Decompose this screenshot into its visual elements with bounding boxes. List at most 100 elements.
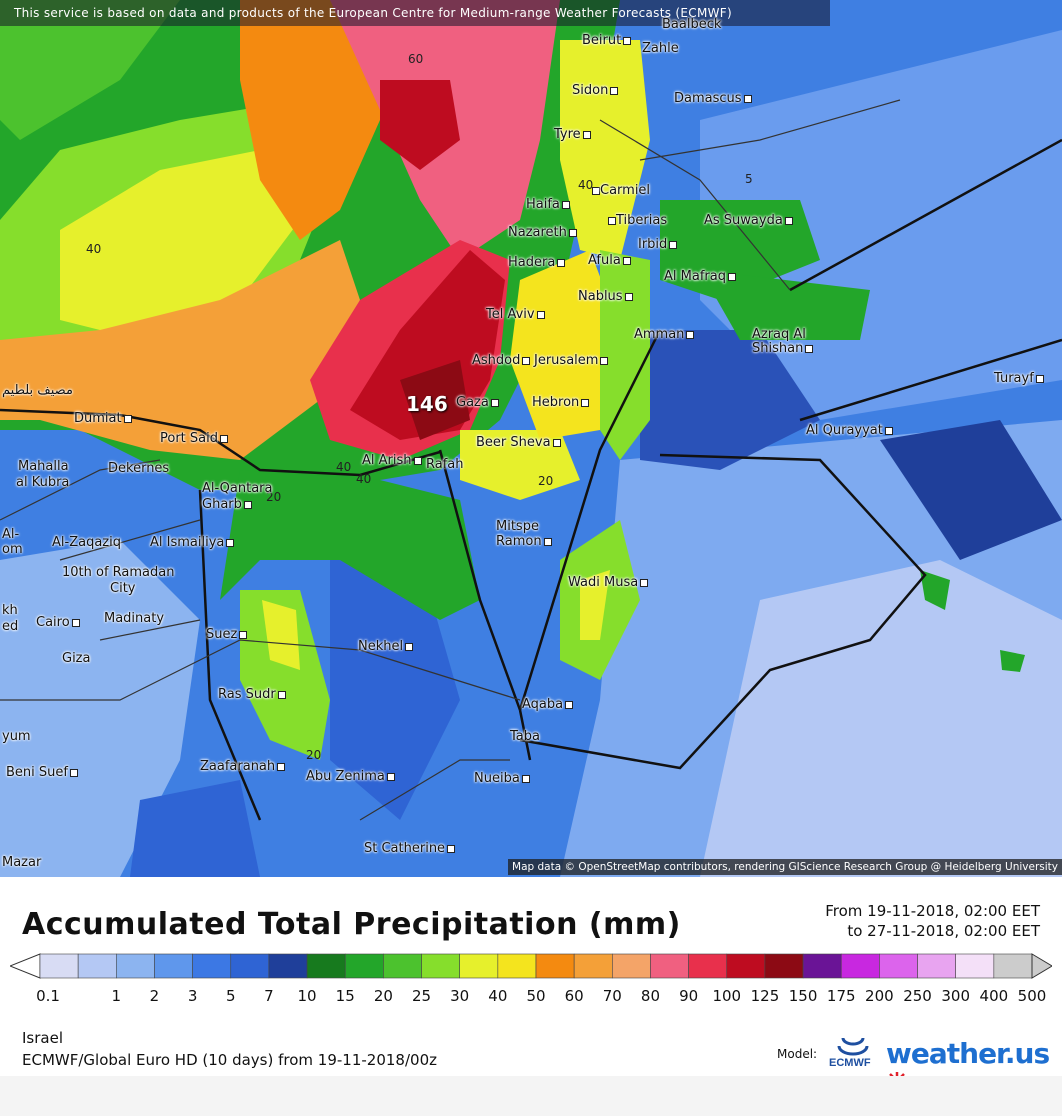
scale-tick-label: 200 <box>865 987 894 1005</box>
city-label[interactable]: Nazareth <box>508 226 577 240</box>
city-label[interactable]: Beer Sheva <box>476 436 561 450</box>
city-label[interactable]: Mahalla <box>18 459 69 474</box>
city-label[interactable]: St Catherine <box>364 842 456 856</box>
city-label[interactable]: Al Qurayyat <box>806 424 893 438</box>
city-label[interactable]: Dumiat <box>74 412 132 426</box>
scale-tick-label: 60 <box>564 987 584 1005</box>
map-attribution[interactable]: Map data © OpenStreetMap contributors, r… <box>508 859 1062 875</box>
city-label[interactable]: Carmiel <box>590 184 650 198</box>
page-footer <box>0 1076 1062 1116</box>
scale-tick-label: 0.1 <box>36 987 60 1005</box>
city-label[interactable]: Cairo <box>36 616 80 630</box>
city-label[interactable]: Wadi Musa <box>568 576 649 590</box>
city-label[interactable]: Mazar <box>2 855 42 870</box>
city-label[interactable]: Beni Suef <box>6 766 78 780</box>
city-label[interactable]: مصيف بلطيم <box>2 383 73 398</box>
scale-tick-label: 400 <box>979 987 1009 1005</box>
city-label[interactable]: Suez <box>206 628 248 642</box>
city-label[interactable]: Al Ismailiya <box>150 536 235 550</box>
color-scale-bar <box>10 953 1052 979</box>
city-label[interactable]: Al Arish <box>362 454 422 468</box>
contour-label: 40 <box>356 472 372 486</box>
ecmwf-logo-icon: ECMWF <box>829 1037 871 1069</box>
city-label[interactable]: Irbid <box>638 238 678 252</box>
city-label[interactable]: Baalbeck <box>662 17 722 32</box>
city-label[interactable]: Aqaba <box>522 698 574 712</box>
city-label[interactable]: Damascus <box>674 92 752 106</box>
city-label[interactable]: Gaza <box>456 396 499 410</box>
scale-tick-label: 25 <box>411 987 432 1005</box>
city-label[interactable]: kh <box>2 603 18 618</box>
contour-label: 60 <box>408 52 424 66</box>
scale-swatch <box>39 953 79 979</box>
city-label[interactable]: Tiberias <box>606 214 667 228</box>
city-label[interactable]: Al-Qantara <box>202 481 273 496</box>
city-label[interactable]: Giza <box>62 651 91 666</box>
contour-label: 40 <box>578 178 594 192</box>
precipitation-map[interactable]: This service is based on data and produc… <box>0 0 1062 877</box>
contour-label: 40 <box>336 460 352 474</box>
city-label[interactable]: Rafah <box>426 457 464 472</box>
scale-swatch <box>154 953 193 979</box>
city-label[interactable]: Zaafaranah <box>200 760 286 774</box>
city-label[interactable]: City <box>110 581 136 596</box>
city-label[interactable]: Madinaty <box>104 611 165 626</box>
scale-swatch <box>764 953 804 979</box>
forecast-period: From 19-11-2018, 02:00 EET to 27-11-2018… <box>825 901 1040 941</box>
city-label[interactable]: As Suwayda <box>704 214 793 228</box>
city-label[interactable]: Sidon <box>572 84 619 98</box>
city-label[interactable]: Afula <box>588 254 631 268</box>
scale-tick-label: 10 <box>297 987 317 1005</box>
city-label[interactable]: Hadera <box>508 256 566 270</box>
city-label[interactable]: Nablus <box>578 290 633 304</box>
city-label[interactable]: Dekernes <box>108 461 170 476</box>
city-label[interactable]: Ras Sudr <box>218 688 286 702</box>
city-label[interactable]: Amman <box>634 328 695 342</box>
city-label[interactable]: Azraq Al <box>752 327 806 342</box>
scale-swatch <box>344 953 384 979</box>
scale-swatch <box>230 953 270 979</box>
city-label[interactable]: Al-Zaqaziq <box>52 535 121 550</box>
scale-swatch <box>268 953 308 979</box>
scale-arrow-high <box>1031 953 1052 979</box>
city-label[interactable]: Jerusalem <box>534 354 609 368</box>
city-label[interactable]: Tel Aviv <box>486 308 545 322</box>
city-label[interactable]: Hebron <box>532 396 590 410</box>
contour-label: 40 <box>86 242 102 256</box>
city-label[interactable]: Port Said <box>160 432 228 446</box>
city-label[interactable]: Haifa <box>526 198 570 212</box>
scale-swatch <box>650 953 689 979</box>
city-label[interactable]: 10th of Ramadan <box>62 565 175 580</box>
city-label[interactable]: Abu Zenima <box>306 770 395 784</box>
city-label[interactable]: Mitspe <box>496 519 539 534</box>
contour-label: 5 <box>745 172 753 186</box>
city-label[interactable]: Ramon <box>496 535 552 549</box>
city-label[interactable]: Ashdod <box>472 354 531 368</box>
contour-label: 20 <box>266 490 282 504</box>
city-label[interactable]: Zahle <box>642 41 679 56</box>
scale-swatch <box>993 953 1033 979</box>
city-label[interactable]: Shishan <box>752 342 814 356</box>
city-label[interactable]: Nueiba <box>474 772 530 786</box>
city-label[interactable]: al Kubra <box>16 475 70 490</box>
city-label[interactable]: Gharb <box>202 498 252 512</box>
city-label[interactable]: ed <box>2 619 19 634</box>
city-label[interactable]: Beirut <box>582 34 632 48</box>
city-label[interactable]: om <box>2 542 23 557</box>
legend-title: Accumulated Total Precipitation (mm) <box>22 907 681 942</box>
city-label[interactable]: Taba <box>510 729 540 744</box>
city-label[interactable]: yum <box>2 729 31 744</box>
city-label[interactable]: Al- <box>2 527 20 542</box>
city-label[interactable]: Nekhel <box>358 640 414 654</box>
city-label[interactable]: Tyre <box>554 128 591 142</box>
scale-tick-label: 80 <box>640 987 660 1005</box>
scale-tick-label: 2 <box>149 987 160 1005</box>
city-label[interactable]: Al Mafraq <box>664 270 736 284</box>
scale-tick-label: 125 <box>750 987 780 1005</box>
contour-label: 20 <box>306 748 322 762</box>
scale-swatch <box>840 953 880 979</box>
city-label[interactable]: Turayf <box>994 372 1044 386</box>
scale-arrow-low <box>10 953 41 979</box>
ecmwf-logo[interactable]: ECMWF <box>827 1032 879 1070</box>
scale-swatch <box>116 953 155 979</box>
